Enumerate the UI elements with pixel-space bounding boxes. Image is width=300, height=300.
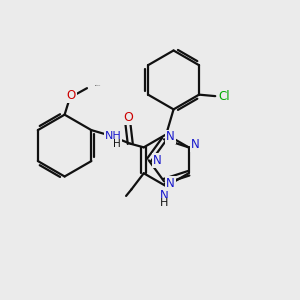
Text: NH: NH bbox=[105, 131, 122, 141]
Text: N: N bbox=[166, 130, 175, 143]
Text: O: O bbox=[124, 111, 134, 124]
Text: N: N bbox=[191, 138, 200, 151]
Text: N: N bbox=[166, 177, 175, 190]
Text: H: H bbox=[113, 139, 121, 149]
Text: Cl: Cl bbox=[218, 90, 230, 103]
Text: N: N bbox=[160, 188, 168, 202]
Text: N: N bbox=[153, 154, 161, 167]
Text: O: O bbox=[67, 89, 76, 102]
Text: H: H bbox=[160, 198, 168, 208]
Text: methoxy: methoxy bbox=[95, 85, 101, 86]
